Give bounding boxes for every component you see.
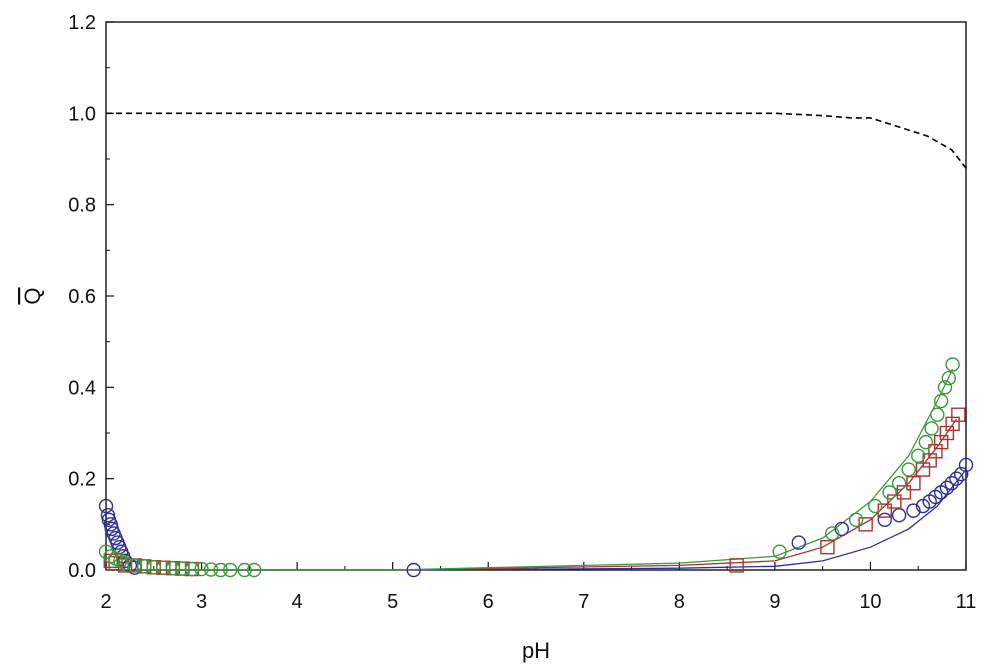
- y-tick-label: 0.8: [68, 195, 96, 217]
- dashed-curve: [106, 112, 967, 169]
- circle-point: [941, 371, 956, 386]
- square-point: [896, 485, 912, 500]
- circle-point: [146, 560, 161, 575]
- y-tick-label: 1.0: [68, 103, 96, 125]
- square-point: [729, 558, 744, 573]
- square-point: [820, 539, 835, 555]
- circle-point: [848, 512, 864, 527]
- square-point: [906, 476, 921, 491]
- x-tick-label: 4: [292, 591, 303, 613]
- x-axis-label: pH: [522, 638, 550, 663]
- circle-point: [203, 562, 219, 577]
- circle-point: [949, 471, 964, 486]
- square-point: [939, 425, 955, 441]
- circle-point: [945, 357, 960, 372]
- circle-point: [137, 559, 152, 574]
- square-point: [858, 517, 873, 532]
- y-axis: 0.0 0.2 0.4 0.6 0.8 1.0 1.2: [68, 12, 114, 582]
- circle-point: [406, 562, 421, 578]
- plot-border: [105, 21, 967, 571]
- circle-point: [834, 521, 849, 537]
- circle-point: [924, 421, 939, 436]
- y-tick-label: 0.4: [68, 377, 96, 399]
- circle-point: [98, 498, 114, 514]
- circle-point: [117, 555, 133, 571]
- square-point: [928, 444, 943, 459]
- circle-point: [791, 535, 806, 550]
- x-tick-label: 11: [956, 591, 977, 613]
- circle-point: [901, 462, 916, 477]
- circle-point: [954, 466, 969, 482]
- circle-point: [127, 558, 142, 573]
- circle-point: [933, 393, 949, 409]
- y-axis-label: Q: [20, 287, 45, 304]
- x-tick-label: 5: [387, 591, 398, 613]
- circle-point: [165, 560, 181, 576]
- circle-point: [223, 562, 238, 578]
- y-tick-label: 0.6: [68, 286, 96, 308]
- circle-point: [882, 485, 897, 500]
- y-tick-label: 0.2: [68, 469, 96, 491]
- x-tick-label: 8: [674, 591, 685, 613]
- circle-point: [156, 560, 171, 575]
- fit-curve: [106, 469, 967, 571]
- x-tick-label: 6: [483, 591, 494, 613]
- circle-point: [937, 380, 953, 395]
- circle-point: [98, 544, 114, 559]
- circle-point: [175, 561, 190, 576]
- circle-point: [868, 498, 883, 514]
- square-point: [887, 494, 902, 509]
- circle-point: [246, 562, 262, 578]
- circle-point: [237, 562, 252, 578]
- circle-point: [877, 512, 892, 527]
- circle-point: [825, 526, 840, 541]
- square-point: [945, 416, 960, 432]
- fit-curves: [106, 112, 967, 571]
- circle-point: [906, 503, 921, 518]
- y-tick-label: 1.2: [68, 12, 96, 34]
- fit-curve: [106, 418, 957, 571]
- circle-point: [911, 448, 926, 464]
- circle-point: [939, 480, 955, 495]
- square-point: [877, 503, 892, 518]
- circle-point: [928, 489, 943, 505]
- fit-curve: [106, 368, 954, 571]
- circle-point: [891, 476, 907, 491]
- data-markers: [98, 357, 974, 578]
- circle-point: [930, 407, 945, 422]
- circle-point: [184, 561, 200, 577]
- y-axis-label-group: Q: [20, 287, 45, 304]
- circle-point: [933, 485, 949, 500]
- circle-point: [891, 508, 907, 523]
- circle-point: [958, 457, 974, 473]
- y-tick-label: 0.0: [68, 560, 96, 582]
- square-point: [951, 407, 966, 422]
- circle-point: [194, 561, 209, 577]
- square-point: [933, 434, 949, 450]
- circle-point: [944, 476, 959, 491]
- plot-frame: [105, 21, 967, 571]
- x-tick-label: 10: [859, 591, 881, 613]
- x-tick-label: 3: [196, 591, 207, 613]
- circle-point: [772, 544, 787, 559]
- x-tick-label: 2: [100, 591, 111, 613]
- circle-point: [918, 434, 934, 450]
- x-tick-label: 9: [769, 591, 780, 613]
- x-tick-label: 7: [578, 591, 589, 613]
- circle-point: [213, 562, 228, 578]
